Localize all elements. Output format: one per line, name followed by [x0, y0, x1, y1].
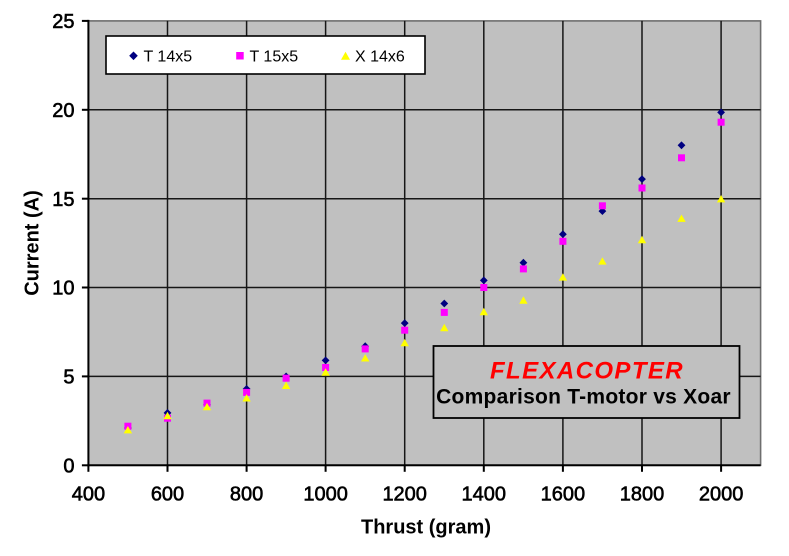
svg-text:800: 800	[230, 484, 263, 506]
svg-text:600: 600	[151, 484, 184, 506]
svg-text:Thrust (gram): Thrust (gram)	[361, 517, 491, 539]
svg-text:1400: 1400	[462, 484, 507, 506]
svg-text:X 14x6: X 14x6	[355, 49, 405, 66]
svg-text:15: 15	[52, 189, 74, 211]
svg-text:Current (A): Current (A)	[22, 190, 44, 296]
svg-text:400: 400	[72, 484, 105, 506]
svg-text:5: 5	[63, 367, 74, 389]
svg-text:T 14x5: T 14x5	[144, 49, 193, 66]
svg-text:0: 0	[63, 456, 74, 478]
svg-text:Comparison T-motor vs Xoar: Comparison T-motor vs Xoar	[436, 386, 731, 409]
svg-text:1800: 1800	[620, 484, 665, 506]
svg-text:T 15x5: T 15x5	[250, 49, 299, 66]
svg-text:2000: 2000	[699, 484, 744, 506]
svg-text:25: 25	[52, 11, 74, 33]
svg-text:FLEXACOPTER: FLEXACOPTER	[490, 358, 684, 385]
svg-text:10: 10	[52, 278, 74, 300]
svg-text:1000: 1000	[303, 484, 348, 506]
svg-text:20: 20	[52, 100, 74, 122]
svg-text:1200: 1200	[382, 484, 427, 506]
svg-text:1600: 1600	[541, 484, 586, 506]
